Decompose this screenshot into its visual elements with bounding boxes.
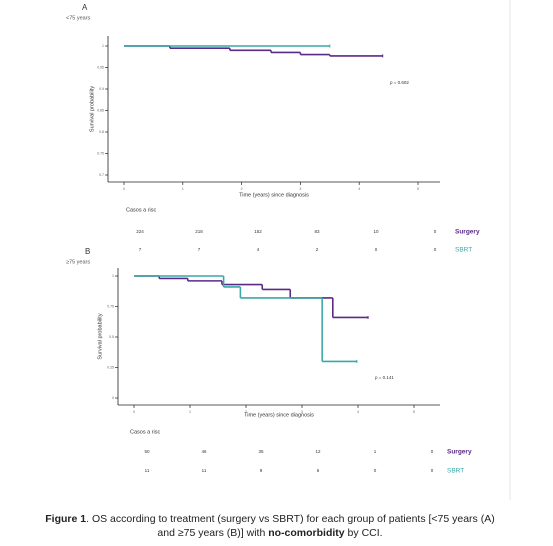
risk-table-title: Casos a risc [126,207,157,213]
x-axis-title: Time (years) since diagnosis [244,412,314,418]
y-tick-label: 0.7 [99,173,104,177]
y-axis-title: Survival probability [89,86,95,132]
y-tick-label: 0.9 [99,87,104,91]
x-tick-label: 3 [299,187,301,191]
risk-count: 50 [144,449,150,454]
panel-subtitle: ≥75 years [66,259,90,265]
caption-text: Figure 1 [45,513,87,525]
panel-label: B [85,247,90,256]
x-tick-label: 0 [133,410,135,414]
risk-count: 0 [434,229,437,234]
y-axis-title: Survival probability [97,313,103,359]
risk-count: 0 [434,247,437,252]
caption-text: no-comorbidity [268,527,345,539]
risk-count: 4 [257,247,260,252]
y-tick-label: 0.8 [99,130,104,134]
x-tick-label: 2 [245,410,247,414]
risk-table-title: Casos a risc [130,429,161,435]
risk-row-name: SBRT [447,468,464,475]
risk-count: 12 [315,449,321,454]
caption: Figure 1. OS according to treatment (sur… [40,512,500,540]
risk-count: 218 [195,229,203,234]
p-value: p = 0.602 [390,80,409,85]
risk-count: 35 [258,449,264,454]
risk-count: 6 [317,468,320,473]
risk-count: 0 [431,468,434,473]
risk-row-name: Surgery [447,449,472,456]
y-tick-label: 0.25 [107,365,114,369]
risk-count: 0 [374,468,377,473]
risk-count: 83 [314,229,320,234]
risk-count: 9 [260,468,263,473]
x-tick-label: 5 [417,187,419,191]
risk-count: 152 [254,229,262,234]
y-tick-label: 0.75 [107,304,114,308]
risk-count: 224 [136,229,144,234]
x-tick-label: 1 [182,187,184,191]
x-tick-label: 4 [357,410,359,414]
x-tick-label: 3 [301,410,303,414]
x-tick-label: 1 [189,410,191,414]
risk-count: 0 [431,449,434,454]
x-tick-label: 4 [358,187,360,191]
panel-subtitle: <75 years [66,15,91,21]
risk-count: 2 [316,247,319,252]
risk-count: 7 [198,247,201,252]
x-tick-label: 2 [241,187,243,191]
risk-count: 7 [139,247,142,252]
x-axis-title: Time (years) since diagnosis [239,192,309,198]
y-tick-label: 1 [102,44,104,48]
caption-text: by CCI. [344,527,383,539]
caption-text: . OS according to treatment (surgery vs … [86,513,495,539]
risk-count: 10 [373,229,379,234]
y-tick-label: 0.95 [97,65,104,69]
risk-count: 46 [201,449,207,454]
y-tick-label: 0.75 [97,151,104,155]
x-tick-label: 5 [413,410,415,414]
risk-row-name: SBRT [455,247,472,254]
risk-count: 11 [202,468,207,473]
y-tick-label: 0.5 [109,335,114,339]
risk-count: 0 [375,247,378,252]
risk-count: 1 [374,449,377,454]
risk-count: 11 [145,468,150,473]
x-tick-label: 0 [123,187,125,191]
p-value: p = 0.141 [375,375,394,380]
y-tick-label: 0.85 [97,108,104,112]
risk-row-name: Surgery [455,229,480,236]
y-tick-label: 0 [112,396,114,400]
y-tick-label: 1 [112,274,114,278]
panel-label: A [82,3,88,12]
